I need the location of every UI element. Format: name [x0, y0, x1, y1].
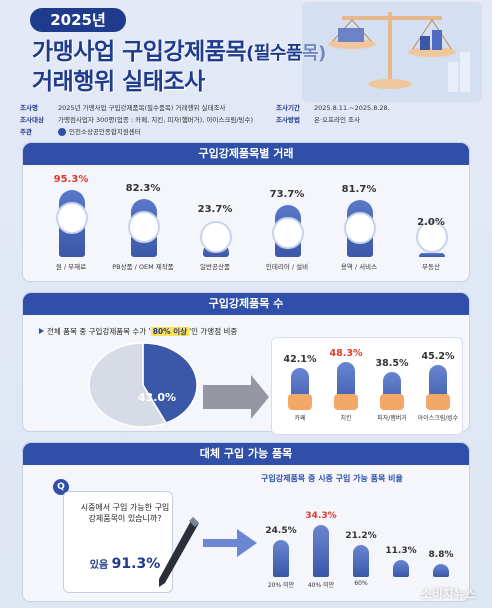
s3-category-label: 60%	[354, 580, 368, 587]
s2-category-label: 카페	[294, 415, 306, 422]
s2-category-label: 치킨	[340, 415, 352, 422]
pie-slice	[142, 342, 198, 424]
s2-value-label: 38.5%	[375, 357, 409, 369]
s1-category-label: PB상품 / OEM 제작품	[112, 263, 174, 271]
coffee-beans-icon	[56, 202, 88, 235]
s1-value-label: 2.0%	[417, 217, 445, 228]
title-line2: 거래행위 실태조사	[32, 69, 205, 95]
section-substitutes: 대체 구입 가능 품목 Q 시중에서 구입 가능한 구입강제품목이 있습니까? …	[22, 442, 470, 602]
s3-category-label: 20% 미만	[267, 582, 295, 589]
section-item-count: 구입강제품목 수 전체 품목 중 구입강제품목 수가 ' 80% 이상 '인 가맹점…	[22, 292, 470, 435]
s3-subtitle: 구입강제품목 중 시중 구입 가능 품목 비율	[261, 474, 403, 483]
s2-value-label: 45.2%	[421, 350, 455, 362]
section-item-trade: 구입강제품목별 거래 95.3% 원 / 부재료 82.3% PB상품 / OEM 제…	[22, 142, 470, 282]
s2-note: 전체 품목 중 구입강제품목 수가 ' 80% 이상 '인 가맹점 비중	[39, 326, 237, 337]
info-row-target: 조사대상 가맹점사업자 300명(업종 : 카페, 치킨, 피자(햄버거), 아이…	[20, 116, 254, 124]
host-logo-icon	[58, 128, 66, 136]
pie-slice	[88, 342, 168, 428]
s3-bar	[393, 559, 409, 577]
s3-bar	[273, 539, 289, 577]
coffee-cup-icon	[288, 394, 312, 410]
cup-icon	[200, 221, 232, 253]
icecream-icon	[426, 394, 450, 410]
s2-value-label: 42.1%	[283, 353, 317, 365]
s1-value-label: 82.3%	[125, 183, 161, 195]
s1-value-label: 95.3%	[53, 174, 89, 186]
section2-title: 구입강제품목 수	[23, 293, 469, 315]
section1-title: 구입강제품목별 거래	[23, 143, 469, 165]
watermark: 소비자뉴스	[420, 587, 476, 601]
s3-value-label: 34.3%	[305, 511, 337, 521]
s1-value-label: 73.7%	[269, 189, 305, 201]
s2-value-label: 48.3%	[329, 347, 363, 359]
s3-bar	[433, 563, 449, 577]
s3-category-label: 40% 미만	[307, 582, 335, 589]
s3-value-label: 21.2%	[345, 530, 377, 541]
info-row-name: 조사명 2025년 가맹사업 구입강제품목(필수품목) 거래행위 실태조사	[20, 104, 226, 112]
question-card: 시중에서 구입 가능한 구입강제품목이 있습니까? 있음 91.3%	[63, 491, 173, 593]
s1-value-label: 81.7%	[341, 183, 377, 195]
title-line1: 가맹사업 구입강제품목	[32, 39, 247, 65]
year-badge: 2025년	[30, 8, 126, 32]
burger-icon	[380, 394, 404, 410]
house-icon	[416, 221, 448, 253]
survey-info: 조사명 2025년 가맹사업 구입강제품목(필수품목) 거래행위 실태조사 조사대…	[20, 100, 472, 140]
arrow-icon	[203, 375, 269, 419]
s1-category-label: 용역 / 서비스	[340, 263, 378, 271]
s2-category-label: 피자/햄버거	[377, 415, 407, 422]
page-title: 가맹사업 구입강제품목(필수품목) 거래행위 실태조사	[32, 38, 326, 97]
s3-value-label: 11.3%	[385, 545, 417, 556]
arrow-right-icon	[203, 529, 257, 557]
s3-bar	[313, 525, 329, 577]
paint-brush-icon	[272, 217, 304, 250]
info-row-host: 주관 인천소상공인종합지원센터	[20, 128, 141, 136]
scale-illustration	[302, 2, 482, 102]
s3-value-label: 24.5%	[265, 525, 297, 536]
box-tag-icon	[128, 211, 160, 244]
s2-pie-chart: 43.0%	[88, 342, 269, 428]
section3-title: 대체 구입 가능 품목	[23, 443, 469, 465]
s1-bar	[419, 253, 445, 257]
s1-category-label: 부동산	[422, 263, 440, 271]
pen-icon	[159, 517, 199, 587]
s1-category-label: 원 / 부재료	[55, 263, 87, 271]
s1-category-label: 일반공산품	[200, 263, 230, 271]
answer-text: 있음 91.3%	[89, 556, 161, 572]
info-row-method: 조사방법 온·오프라인 조사	[276, 116, 360, 124]
s2-industry-panel: 42.1% 카페 48.3% 치킨 38.5% 피자/햄버거 45.2% 아이스크림/빙수	[271, 337, 463, 435]
s3-value-label: 8.8%	[428, 549, 454, 560]
s2-category-label: 아이스크림/빙수	[417, 415, 459, 422]
pie-label: 43.0%	[138, 391, 176, 404]
s3-bar	[353, 544, 369, 577]
question-text: 시중에서 구입 가능한 구입강제품목이 있습니까?	[80, 503, 170, 523]
s1-value-label: 23.7%	[197, 204, 233, 216]
stars-hand-icon	[344, 211, 376, 244]
chicken-icon	[334, 394, 358, 410]
info-row-period: 조사기간 2025.8.11.~2025.8.28.	[276, 104, 390, 112]
bullet-icon	[39, 328, 44, 334]
s1-category-label: 인테리어 / 설비	[265, 263, 309, 271]
